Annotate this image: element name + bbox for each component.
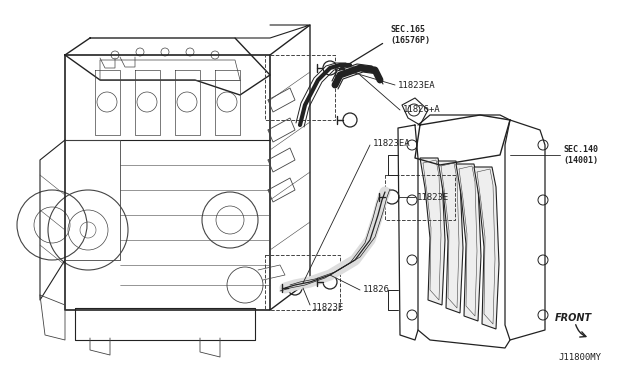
Polygon shape: [456, 164, 481, 321]
Polygon shape: [474, 167, 499, 329]
Text: SEC.140
(14001): SEC.140 (14001): [563, 145, 598, 165]
Text: SEC.165
(16576P): SEC.165 (16576P): [390, 25, 430, 45]
Text: J11800MY: J11800MY: [558, 353, 601, 362]
Text: 11826+A: 11826+A: [403, 106, 440, 115]
Text: 11823E: 11823E: [312, 304, 344, 312]
Text: 11826: 11826: [363, 285, 390, 295]
Text: 11823EA: 11823EA: [373, 138, 411, 148]
Text: FRONT: FRONT: [555, 313, 592, 323]
Text: 11823EA: 11823EA: [398, 80, 436, 90]
Text: 11823E: 11823E: [417, 192, 449, 202]
Polygon shape: [420, 158, 445, 305]
Polygon shape: [438, 161, 463, 313]
